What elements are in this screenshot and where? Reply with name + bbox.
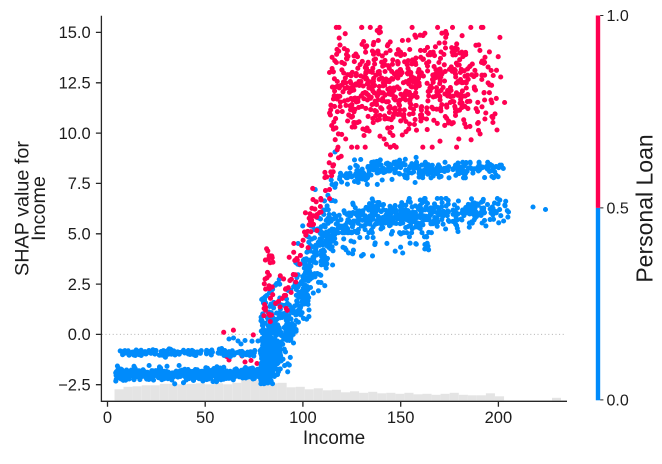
svg-text:50: 50 — [196, 409, 214, 427]
svg-text:2.5: 2.5 — [68, 276, 91, 294]
svg-text:0.0: 0.0 — [607, 392, 629, 409]
svg-text:SHAP value for: SHAP value for — [12, 141, 34, 276]
svg-text:0: 0 — [103, 409, 112, 427]
svg-text:0.5: 0.5 — [607, 200, 629, 217]
svg-text:150: 150 — [387, 409, 415, 427]
svg-text:10.0: 10.0 — [59, 125, 91, 143]
svg-text:12.5: 12.5 — [59, 75, 91, 93]
svg-text:15.0: 15.0 — [59, 24, 91, 42]
svg-text:0.0: 0.0 — [68, 326, 91, 344]
svg-text:Income: Income — [28, 176, 50, 241]
svg-text:Personal Loan: Personal Loan — [632, 134, 658, 282]
svg-text:100: 100 — [289, 409, 317, 427]
svg-text:−2.5: −2.5 — [58, 377, 91, 395]
svg-text:7.5: 7.5 — [68, 175, 91, 193]
svg-text:Income: Income — [303, 428, 365, 449]
svg-text:1.0: 1.0 — [607, 8, 629, 25]
svg-text:5.0: 5.0 — [68, 226, 91, 244]
svg-text:200: 200 — [485, 409, 513, 427]
